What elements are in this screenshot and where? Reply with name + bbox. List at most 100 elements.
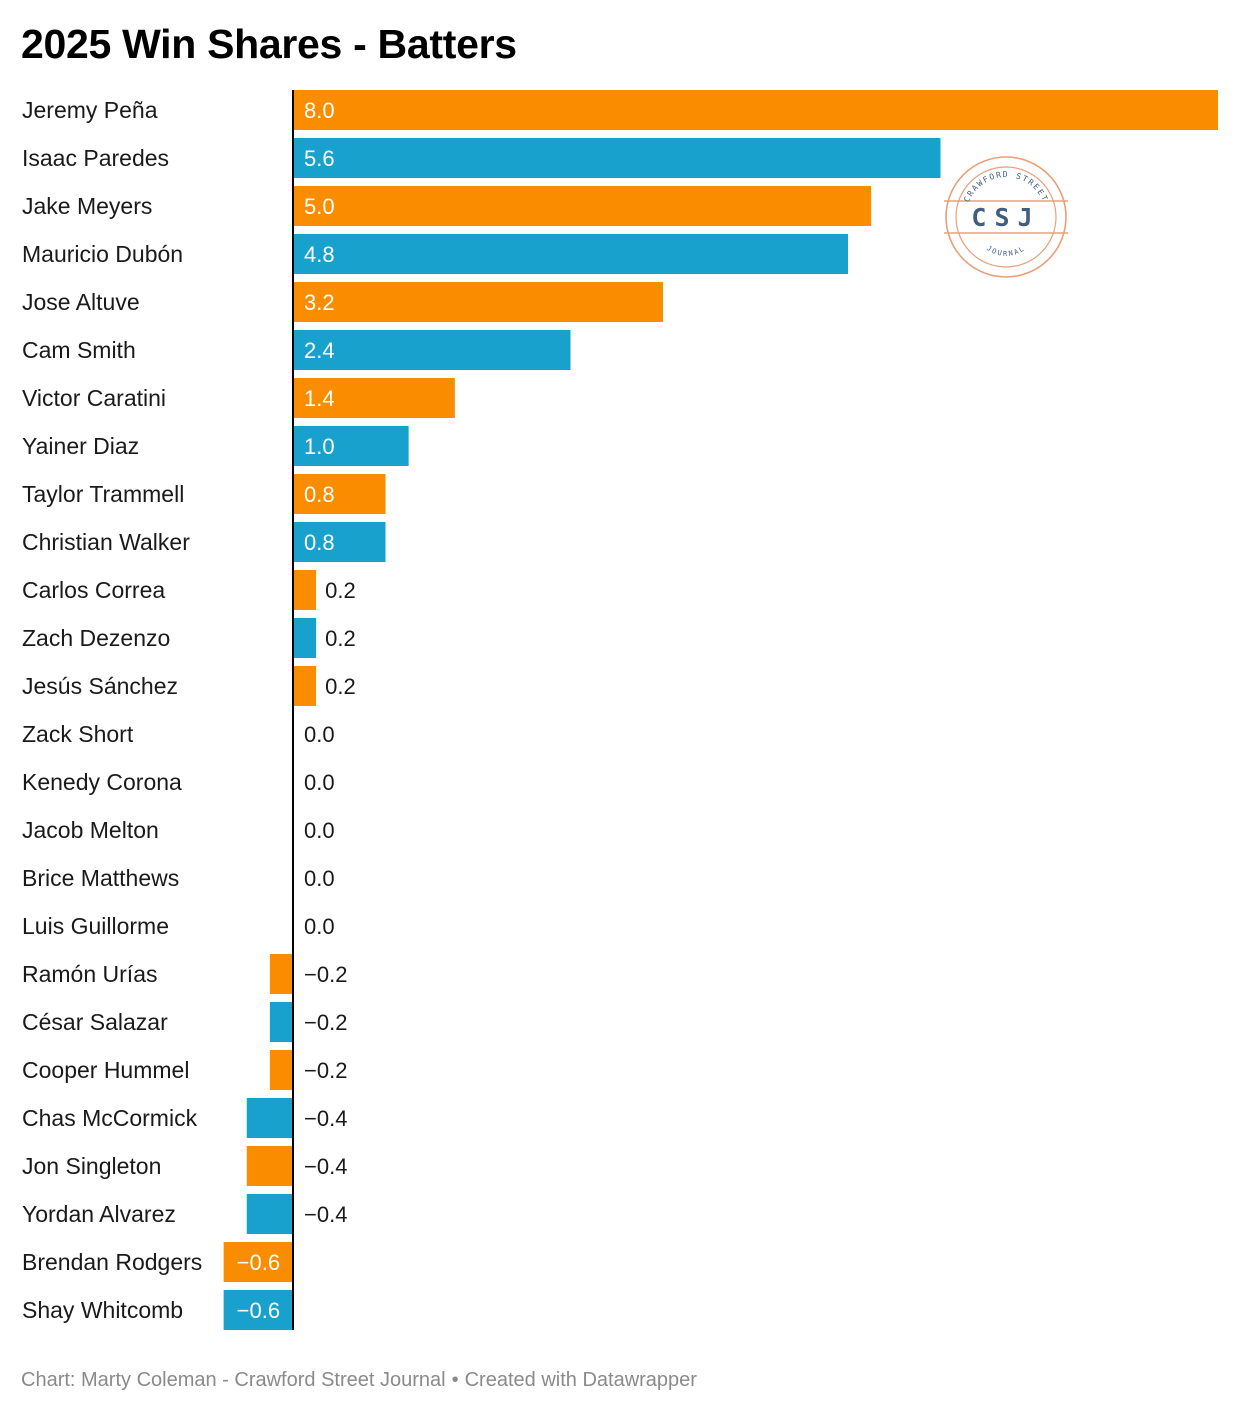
category-label: Taylor Trammell: [22, 481, 184, 507]
bar: [293, 666, 317, 706]
bar: [293, 282, 663, 322]
bar: [293, 330, 571, 370]
category-label: Carlos Correa: [22, 577, 165, 603]
category-label: Ramón Urías: [22, 961, 157, 987]
bar: [293, 522, 386, 562]
bar: [293, 138, 941, 178]
category-label: Chas McCormick: [22, 1105, 198, 1131]
bar-row: Jon Singleton −0.4: [22, 1146, 347, 1186]
value-label: 1.0: [304, 434, 335, 459]
bar-row: Jacob Melton 0.0: [22, 817, 335, 843]
bar-row: Zack Short 0.0: [22, 721, 335, 747]
category-label: Victor Caratini: [22, 385, 166, 411]
category-label: Brendan Rodgers: [22, 1249, 202, 1275]
bar-row: Jose Altuve 3.2: [22, 282, 663, 322]
logo-top-text: CRAWFORD STREET: [962, 170, 1050, 204]
category-label: Yordan Alvarez: [22, 1201, 176, 1227]
bar-row: Jesús Sánchez 0.2: [22, 666, 356, 706]
value-label: −0.2: [304, 1010, 347, 1035]
tool-credit-link[interactable]: Created with Datawrapper: [464, 1369, 697, 1391]
bar-row: Christian Walker 0.8: [22, 522, 386, 562]
bar-row: Brice Matthews 0.0: [22, 865, 335, 891]
value-label: −0.4: [304, 1106, 347, 1131]
bar-row: Jeremy Peña 8.0: [22, 90, 1218, 130]
bar-row: Mauricio Dubón 4.8: [22, 234, 848, 274]
bar: [293, 186, 872, 226]
bar-row: Jake Meyers 5.0: [22, 186, 872, 226]
credit-separator: •: [451, 1369, 459, 1391]
value-label: 3.2: [304, 290, 335, 315]
value-label: 0.0: [304, 722, 335, 747]
value-label: 0.2: [325, 578, 356, 603]
value-label: −0.4: [304, 1154, 347, 1179]
category-label: Zack Short: [22, 721, 134, 747]
bar: [246, 1146, 293, 1186]
value-label: −0.4: [304, 1202, 347, 1227]
category-label: Jacob Melton: [22, 817, 159, 843]
value-label: 0.0: [304, 914, 335, 939]
bar-row: Cooper Hummel −0.2: [22, 1050, 347, 1090]
category-label: Jeremy Peña: [22, 97, 158, 123]
bar-row: Chas McCormick −0.4: [22, 1098, 347, 1138]
category-label: Christian Walker: [22, 529, 190, 555]
value-label: −0.6: [237, 1250, 280, 1275]
category-label: Jesús Sánchez: [22, 673, 178, 699]
value-label: 5.0: [304, 194, 335, 219]
chart-credit: Chart: Marty Coleman - Crawford Street J…: [21, 1369, 446, 1391]
bar-row: Isaac Paredes 5.6: [22, 138, 941, 178]
category-label: Yainer Diaz: [22, 433, 139, 459]
category-label: Cam Smith: [22, 337, 136, 363]
bar-row: Shay Whitcomb −0.6: [22, 1290, 293, 1330]
bar: [293, 426, 409, 466]
bar-row: Kenedy Corona 0.0: [22, 769, 335, 795]
value-label: 2.4: [304, 338, 335, 363]
category-label: Jose Altuve: [22, 289, 140, 315]
category-label: Cooper Hummel: [22, 1057, 189, 1083]
bar-row: Brendan Rodgers −0.6: [22, 1242, 293, 1282]
category-label: Jon Singleton: [22, 1153, 161, 1179]
bar-row: Yordan Alvarez −0.4: [22, 1194, 347, 1234]
category-label: Shay Whitcomb: [22, 1297, 183, 1323]
bar: [293, 474, 386, 514]
bar: [223, 1242, 293, 1282]
value-label: 0.8: [304, 530, 335, 555]
bar-row: Taylor Trammell 0.8: [22, 474, 386, 514]
logo-outer-ring: [945, 156, 1067, 278]
category-label: César Salazar: [22, 1009, 168, 1035]
bar: [293, 378, 455, 418]
source-credit: Chart: Marty Coleman - Crawford Street J…: [21, 1369, 697, 1392]
value-label: 8.0: [304, 98, 335, 123]
category-label: Jake Meyers: [22, 193, 152, 219]
category-label: Luis Guillorme: [22, 913, 169, 939]
value-label: 1.4: [304, 386, 335, 411]
value-label: 0.0: [304, 770, 335, 795]
bar: [293, 90, 1218, 130]
value-label: 5.6: [304, 146, 335, 171]
bar-row: Cam Smith 2.4: [22, 330, 571, 370]
bar-row: Victor Caratini 1.4: [22, 378, 455, 418]
value-label: 0.2: [325, 626, 356, 651]
value-label: 0.0: [304, 866, 335, 891]
value-label: 0.2: [325, 674, 356, 699]
bar: [293, 234, 848, 274]
bar-row: Yainer Diaz 1.0: [22, 426, 409, 466]
logo-inner-ring: [955, 166, 1057, 268]
category-label: Brice Matthews: [22, 865, 179, 891]
logo-center-text: CSJ: [971, 203, 1040, 232]
bar: [246, 1098, 293, 1138]
value-label: −0.2: [304, 962, 347, 987]
category-label: Kenedy Corona: [22, 769, 182, 795]
csj-logo: CRAWFORD STREET CSJ JOURNAL: [942, 155, 1070, 279]
category-label: Zach Dezenzo: [22, 625, 170, 651]
bar-row: Zach Dezenzo 0.2: [22, 618, 356, 658]
bar: [246, 1194, 293, 1234]
value-label: 0.0: [304, 818, 335, 843]
category-label: Mauricio Dubón: [22, 241, 183, 267]
chart-title: 2025 Win Shares - Batters: [21, 21, 517, 67]
bar: [269, 1002, 293, 1042]
bar-row: Carlos Correa 0.2: [22, 570, 356, 610]
value-label: 4.8: [304, 242, 335, 267]
value-label: −0.2: [304, 1058, 347, 1083]
